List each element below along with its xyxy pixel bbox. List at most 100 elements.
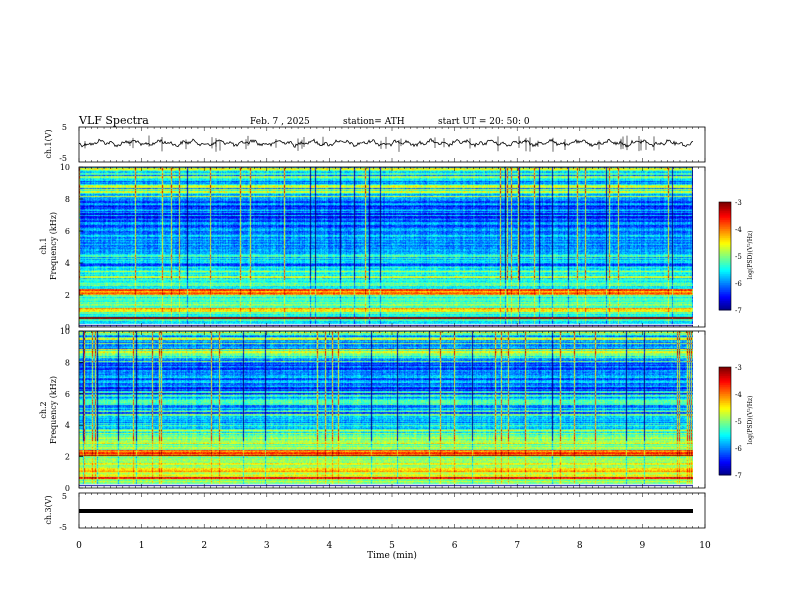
ch2-colorbar-swatch <box>719 383 731 386</box>
ch2-colorbar-swatch <box>719 370 731 373</box>
ch1-spectrogram-ytick-label: 0 <box>65 323 70 332</box>
ch1-spectrogram-ylabel-frequency: Frequency (kHz) <box>49 212 58 280</box>
ch2-colorbar-swatch <box>719 471 731 474</box>
ch2-colorbar-swatch <box>719 449 731 453</box>
time-axis-label: Time (min) <box>367 550 417 561</box>
ch2-colorbar-swatch <box>719 457 731 460</box>
ch3-ytick-bottom: -5 <box>59 523 67 532</box>
ch2-colorbar-swatch <box>719 397 731 400</box>
ch2-colorbar-swatch <box>719 451 731 454</box>
ch2-spectrogram-ylabel-frequency: Frequency (kHz) <box>49 376 58 444</box>
ch2-colorbar-swatch <box>719 419 731 422</box>
ch1-colorbar-swatch <box>719 274 731 277</box>
ch1-colorbar-swatch <box>719 250 731 253</box>
ch2-colorbar: -3 -4 -5 -6 -7 <box>718 364 742 480</box>
ch1-colorbar-swatch <box>719 284 731 288</box>
ch1-colorbar-swatch <box>719 281 731 284</box>
ch1-colorbar-swatch <box>719 230 731 234</box>
ch1-colorbar-swatch <box>719 261 731 264</box>
ch1-colorbar-frame <box>718 201 732 311</box>
ch1-colorbar-swatch <box>719 243 731 246</box>
ch2-colorbar-swatch <box>719 458 731 462</box>
ch1-spectrogram-ylabel-channel: ch.1 <box>39 237 48 254</box>
ch2-colorbar-swatch <box>719 372 731 375</box>
ch2-colorbar-swatch <box>719 460 731 463</box>
ch1-colorbar-swatch <box>719 245 731 248</box>
ch1-colorbar-swatch <box>719 207 731 210</box>
ch2-colorbar-frame <box>718 366 732 476</box>
ch2-spectrogram-ytick-label: 0 <box>65 484 70 493</box>
ch1-colorbar-swatch <box>719 279 731 282</box>
ch2-colorbar-swatch <box>719 426 731 429</box>
ch1-colorbar-swatch <box>719 292 731 295</box>
ch1-colorbar-swatch <box>719 216 731 219</box>
ch1-colorbar-swatch <box>719 211 731 214</box>
ch2-colorbar-swatch <box>719 395 731 399</box>
ch1-colorbar-tick: -6 <box>735 280 742 288</box>
ch1-ytick-bottom: -5 <box>59 154 67 163</box>
ch2-colorbar-swatch <box>719 464 731 467</box>
ch1-colorbar-swatch <box>719 263 731 266</box>
ch2-colorbar-label: log(PSD)(V²/Hz) <box>747 396 754 445</box>
ch1-colorbar-tick: -5 <box>735 253 742 261</box>
ch2-spectrogram-yticks: 0 2 4 6 8 10 <box>60 327 83 493</box>
start-time-label: start UT = 20: 50: 0 <box>438 117 530 127</box>
ch1-colorbar-swatch <box>719 220 731 223</box>
ch1-waveform-ylabel: ch.1(V) <box>44 129 53 158</box>
ch2-colorbar-swatch <box>719 381 731 384</box>
ch1-colorbar-swatch <box>719 225 731 228</box>
ch2-colorbar-swatch <box>719 442 731 445</box>
ch2-colorbar-swatch <box>719 374 731 377</box>
ch1-colorbar-swatch <box>719 286 731 289</box>
ch1-spectrogram-ytick-label: 2 <box>65 291 70 300</box>
time-axis-tick-label: 6 <box>452 541 458 551</box>
ch1-spectrogram-ytick-label: 10 <box>60 163 70 172</box>
time-axis-tick-label: 9 <box>640 541 646 551</box>
ch1-colorbar-swatch <box>719 290 731 293</box>
ch2-colorbar-tick: -5 <box>735 418 742 426</box>
ch1-colorbar-swatch <box>719 232 731 235</box>
ch1-colorbar-swatch <box>719 218 731 221</box>
ch2-colorbar-swatch <box>719 435 731 438</box>
ch1-colorbar-swatch <box>719 293 731 297</box>
ch2-colorbar-swatch <box>719 376 731 379</box>
ch2-spectrogram-ylabel-channel: ch.2 <box>39 401 48 418</box>
ch2-colorbar-swatch <box>719 413 731 417</box>
ch2-colorbar-swatch <box>719 377 731 381</box>
ch1-colorbar-swatch <box>719 202 731 205</box>
ch1-colorbar-swatch <box>719 297 731 300</box>
ch2-colorbar-swatch <box>719 431 731 435</box>
ch1-colorbar-swatch <box>719 268 731 271</box>
ch2-colorbar-swatch <box>719 394 731 397</box>
ch1-colorbar-swatch <box>719 234 731 237</box>
figure-title: VLF Spectra <box>78 114 149 127</box>
ch2-spectrogram-ytick-label: 10 <box>60 327 70 336</box>
time-axis-tick-label: 5 <box>389 541 395 551</box>
ch1-colorbar-swatch <box>719 304 731 307</box>
ch1-colorbar-tick: -4 <box>735 226 742 234</box>
ch1-colorbar-swatch <box>719 214 731 217</box>
ch1-colorbar-swatch <box>719 248 731 252</box>
ch1-colorbar-swatch <box>719 257 731 261</box>
ch2-colorbar-swatch <box>719 399 731 402</box>
ch1-colorbar-swatch <box>719 288 731 291</box>
ch2-colorbar-swatch <box>719 469 731 472</box>
ch1-colorbar-swatch <box>719 239 731 243</box>
ch2-colorbar-swatch <box>719 433 731 436</box>
ch1-colorbar-swatch <box>719 301 731 304</box>
ch1-colorbar-swatch <box>719 247 731 250</box>
ch1-colorbar-swatch <box>719 275 731 279</box>
ch2-colorbar-swatch <box>719 386 731 390</box>
station-label: station= ATH <box>343 117 405 127</box>
ch1-spectrogram-ytick-label: 8 <box>65 195 70 204</box>
ch2-colorbar-swatch <box>719 448 731 451</box>
ch2-colorbar-swatch <box>719 406 731 409</box>
ch1-colorbar-swatch <box>719 241 731 244</box>
time-axis-tick-label: 7 <box>514 541 520 551</box>
ch1-colorbar-swatch <box>719 203 731 207</box>
ch1-colorbar-swatch <box>719 209 731 212</box>
time-axis-tick-label: 0 <box>76 541 82 551</box>
ch1-colorbar-swatch <box>719 266 731 270</box>
ch2-colorbar-swatch <box>719 415 731 418</box>
